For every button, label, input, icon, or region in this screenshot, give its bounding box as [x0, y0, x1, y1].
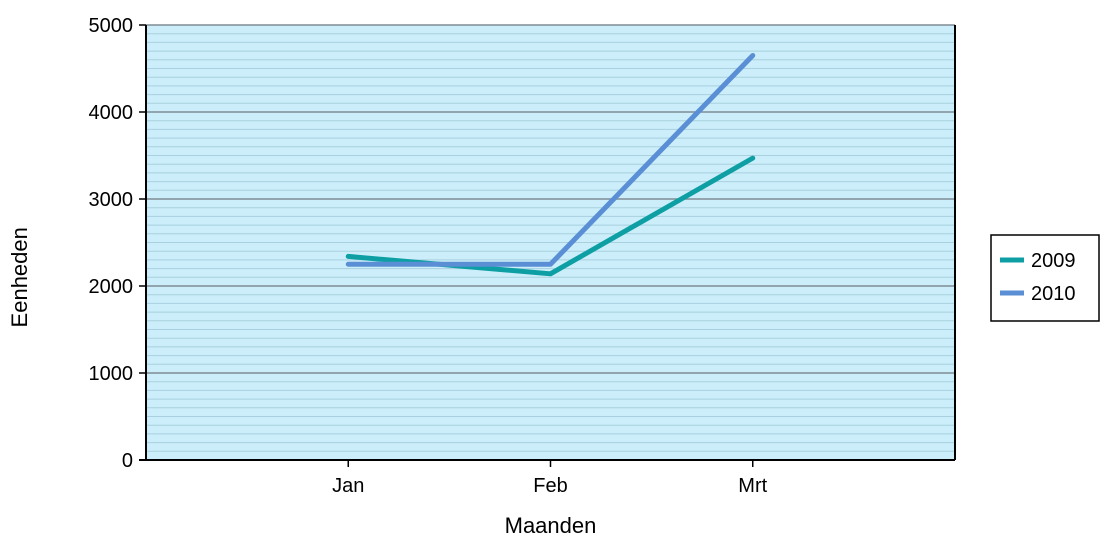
- x-tick-label: Mrt: [738, 475, 767, 497]
- x-tick-label: Feb: [533, 475, 567, 497]
- legend-label: 2009: [1031, 250, 1076, 272]
- y-axis-title: Eenheden: [7, 227, 32, 327]
- series-lines: [345, 52, 756, 277]
- x-tick-labels: Jan Feb Mrt: [332, 475, 768, 497]
- x-axis-title: Maanden: [505, 513, 597, 538]
- minor-gridlines: [146, 33, 955, 452]
- y-tick-label: 4000: [89, 102, 134, 124]
- series-line-2010: [345, 52, 756, 267]
- x-tick-label: Jan: [332, 475, 364, 497]
- plot-area: [139, 24, 956, 467]
- y-tick-label: 0: [122, 450, 133, 472]
- x-axis-ticks: [347, 460, 754, 467]
- y-axis-ticks: [139, 24, 146, 461]
- major-gridlines: [146, 24, 955, 374]
- y-tick-label: 1000: [89, 363, 134, 385]
- legend-box: [990, 234, 1100, 322]
- legend: 2009 2010: [990, 234, 1100, 322]
- y-tick-label: 2000: [89, 276, 134, 298]
- y-tick-label: 5000: [89, 15, 134, 37]
- y-tick-labels: 0 1000 2000 3000 4000 5000: [89, 15, 134, 472]
- y-tick-label: 3000: [89, 189, 134, 211]
- legend-label: 2010: [1031, 283, 1076, 305]
